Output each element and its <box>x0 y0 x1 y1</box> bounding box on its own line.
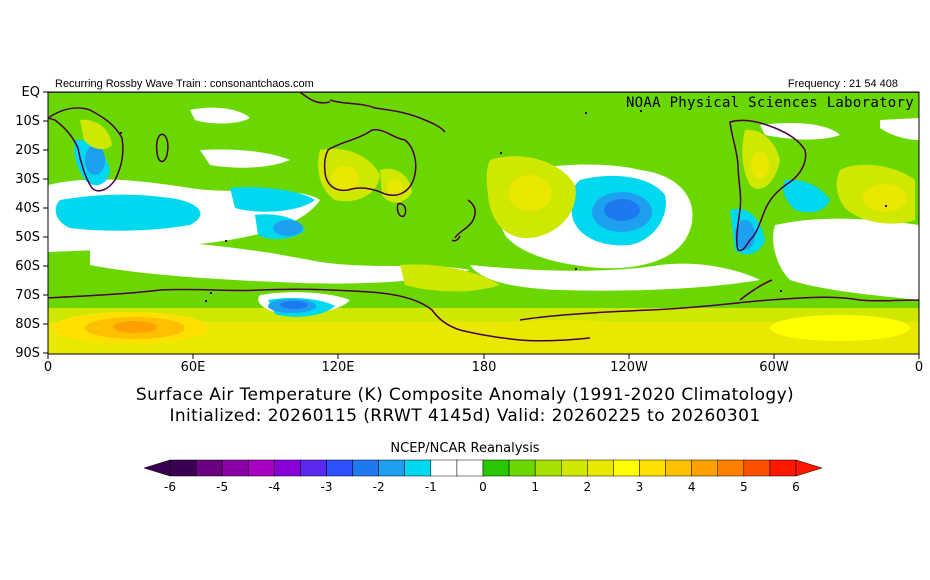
lat-label: 60S <box>15 259 40 274</box>
colorbar-left-arrow <box>143 459 171 477</box>
lon-label: 0 <box>914 360 924 375</box>
colorbar-cell <box>587 459 614 477</box>
axis-ticks <box>43 91 920 359</box>
colorbar-right-arrow <box>795 459 823 477</box>
frequency-text: Frequency : 21 54 408 <box>787 78 898 90</box>
lat-label: EQ <box>21 85 40 100</box>
colorbar-cell <box>195 459 223 477</box>
colorbar-tick-label: -3 <box>320 480 333 494</box>
lon-label: 60W <box>759 360 789 375</box>
colorbar-tick-label: 5 <box>740 480 748 494</box>
antarctic-warm-blob <box>52 312 910 344</box>
lat-label: 20S <box>15 143 40 158</box>
lat-label: 80S <box>15 317 40 332</box>
colorbar-cell <box>378 459 406 477</box>
colorbar-cell <box>300 459 327 477</box>
colorbar-cell <box>274 459 301 477</box>
lat-label: 40S <box>15 201 40 216</box>
colorbar-tick-label: -2 <box>372 480 385 494</box>
noaa-credit: NOAA Physical Sciences Laboratory <box>625 95 914 111</box>
colorbar-tick-label: -5 <box>216 480 229 494</box>
colorbar-tick-label: 0 <box>479 480 487 494</box>
colorbar-cell <box>352 459 379 477</box>
map-source-text: Recurring Rossby Wave Train : consonantc… <box>55 78 314 90</box>
lon-label: 60E <box>180 360 206 375</box>
colorbar-cell <box>639 459 666 477</box>
colorbar-tick-label: 6 <box>792 480 800 494</box>
colorbar-tick-label: -4 <box>268 480 281 494</box>
lon-label: 0 <box>43 360 53 375</box>
colorbar-tick-label: 2 <box>583 480 592 494</box>
colorbar-cell <box>743 459 771 477</box>
colorbar-cell <box>326 459 353 477</box>
colorbar-tick-label: 3 <box>635 480 644 494</box>
colorbar-cell <box>221 459 249 477</box>
colorbar-cell <box>561 459 588 477</box>
colorbar-tick-label: -6 <box>164 480 176 494</box>
colorbar-cell <box>456 459 484 477</box>
colorbar-cell <box>430 459 458 477</box>
map-subtitle: Initialized: 20260115 (RRWT 4145d) Valid… <box>169 406 761 426</box>
colorbar-tick-label: 4 <box>687 480 696 494</box>
lat-label: 30S <box>15 172 40 187</box>
colorbar-cell <box>534 459 562 477</box>
map-title: Surface Air Temperature (K) Composite An… <box>135 385 795 405</box>
lat-label: 90S <box>15 346 40 361</box>
colorbar-cell <box>248 459 275 477</box>
colorbar-cell <box>769 459 797 477</box>
lon-label: 120E <box>321 360 355 375</box>
colorbar-cell <box>665 459 692 477</box>
lat-label: 50S <box>15 230 40 245</box>
lat-label: 70S <box>15 288 40 303</box>
colorbar-cell <box>691 459 718 477</box>
colorbar-source: NCEP/NCAR Reanalysis <box>390 441 540 456</box>
colorbar-cell <box>717 459 745 477</box>
colorbar-tick-label: -1 <box>424 480 437 494</box>
colorbar-cell <box>613 459 640 477</box>
islands <box>120 110 887 302</box>
colorbar-cell <box>404 459 432 477</box>
coastlines <box>48 92 919 342</box>
colorbar-cell <box>508 459 536 477</box>
colorbar-tick-label: 1 <box>531 480 539 494</box>
colorbar-cell <box>169 459 197 477</box>
lon-label: 180 <box>471 360 497 375</box>
colorbar-cell <box>482 459 510 477</box>
lat-label: 10S <box>15 114 40 129</box>
lon-label: 120W <box>610 360 648 375</box>
colorbar <box>143 459 823 477</box>
